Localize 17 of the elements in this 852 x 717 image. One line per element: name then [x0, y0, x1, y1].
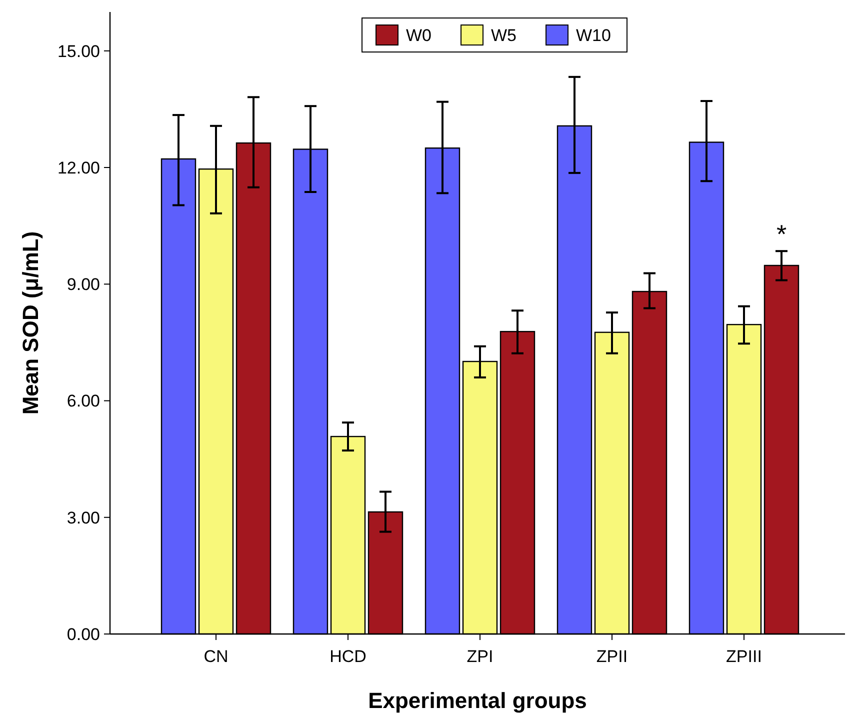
y-tick-label: 3.00	[66, 508, 100, 528]
legend-label: W0	[406, 26, 432, 45]
x-tick-label: CN	[204, 647, 228, 666]
y-axis-title: Mean SOD (μ/mL)	[18, 231, 43, 415]
x-tick-label: ZPIII	[726, 647, 762, 666]
y-tick-label: 6.00	[66, 392, 100, 411]
legend-label: W5	[491, 26, 516, 45]
x-tick-label: ZPII	[596, 647, 628, 666]
y-tick-label: 9.00	[66, 275, 100, 294]
legend-label: W10	[576, 26, 611, 45]
y-tick-label: 0.00	[66, 624, 100, 644]
x-tick-label: ZPI	[466, 647, 494, 666]
x-tick-label: HCD	[330, 647, 366, 666]
y-tick-label: 15.00	[57, 42, 100, 61]
annotation: *	[776, 219, 787, 250]
y-tick-label: 12.00	[57, 158, 100, 178]
x-axis-title: Experimental groups	[368, 688, 587, 713]
